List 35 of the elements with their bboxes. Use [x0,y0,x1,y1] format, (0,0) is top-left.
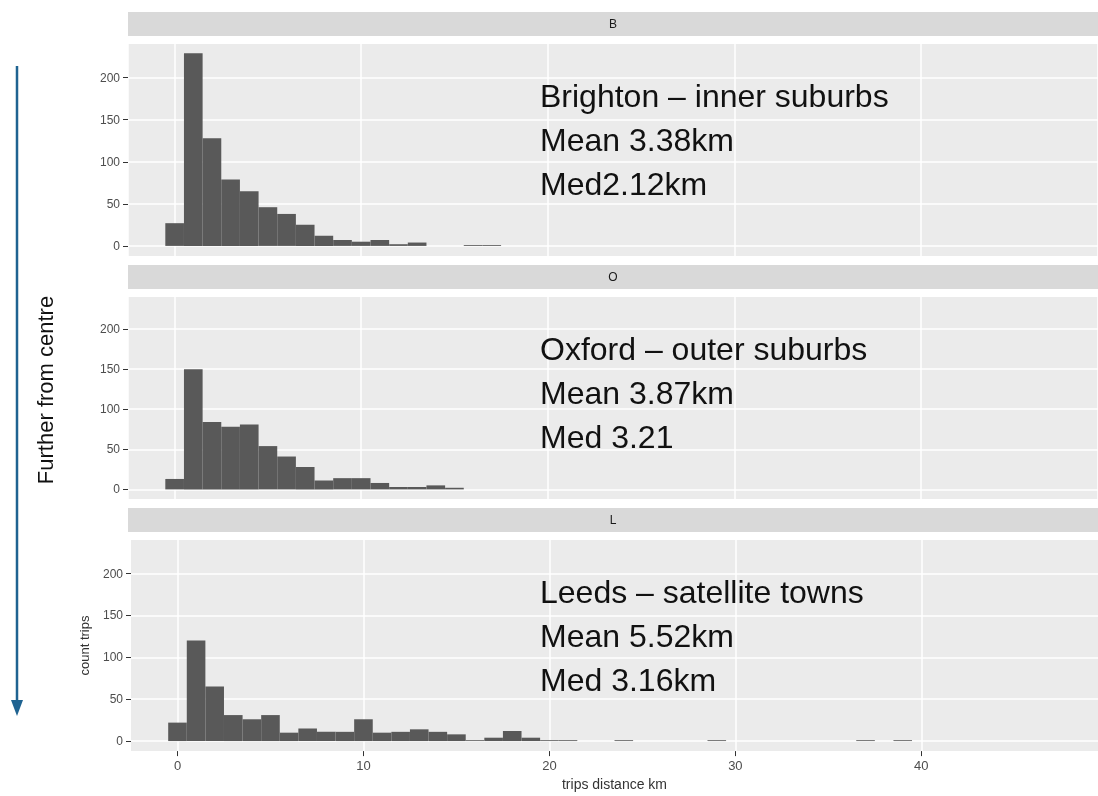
y-axis-title: Further from centre [33,295,59,485]
y-tick-label: 100 [99,402,121,417]
x-tick-label: 10 [356,758,371,774]
annotation: Mean 3.38km [540,121,735,160]
chart-title: L [128,508,1098,532]
y-tick-label: 0 [116,734,124,749]
x-tick-label: 40 [914,758,929,774]
y-tick-label: 150 [99,362,121,377]
y-tick-label: 0 [113,238,121,253]
annotation: Oxford – outer suburbs [540,330,868,369]
annotation: Med2.12km [540,165,709,204]
x-tick-label: 30 [728,758,743,774]
chart-title: B [128,12,1098,36]
y-tick-label: 200 [102,566,124,581]
x-axis-title: trips distance km [561,776,668,792]
annotation: Leeds – satellite towns [540,573,864,612]
x-tick-label: 20 [542,758,557,774]
y-tick-label: 150 [99,112,121,127]
y-tick-label: 200 [99,70,121,85]
x-tick-label: 0 [173,758,182,774]
y-tick-label: 200 [99,322,121,337]
annotation: Mean 3.87km [540,374,735,413]
y-tick-label: 50 [106,196,121,211]
y-tick-label: 100 [99,154,121,169]
y-tick-label: 50 [106,442,121,457]
y-axis-title: count trips [77,615,92,676]
annotation: Mean 5.52km [540,617,735,656]
y-tick-label: 0 [113,482,121,497]
annotation: Med 3.16km [540,661,718,700]
chart-title: O [128,265,1098,289]
y-tick-label: 50 [109,692,124,707]
y-tick-label: 100 [102,650,124,665]
annotation: Med 3.21 [540,418,675,457]
annotation: Brighton – inner suburbs [540,77,889,116]
y-tick-label: 150 [102,608,124,623]
